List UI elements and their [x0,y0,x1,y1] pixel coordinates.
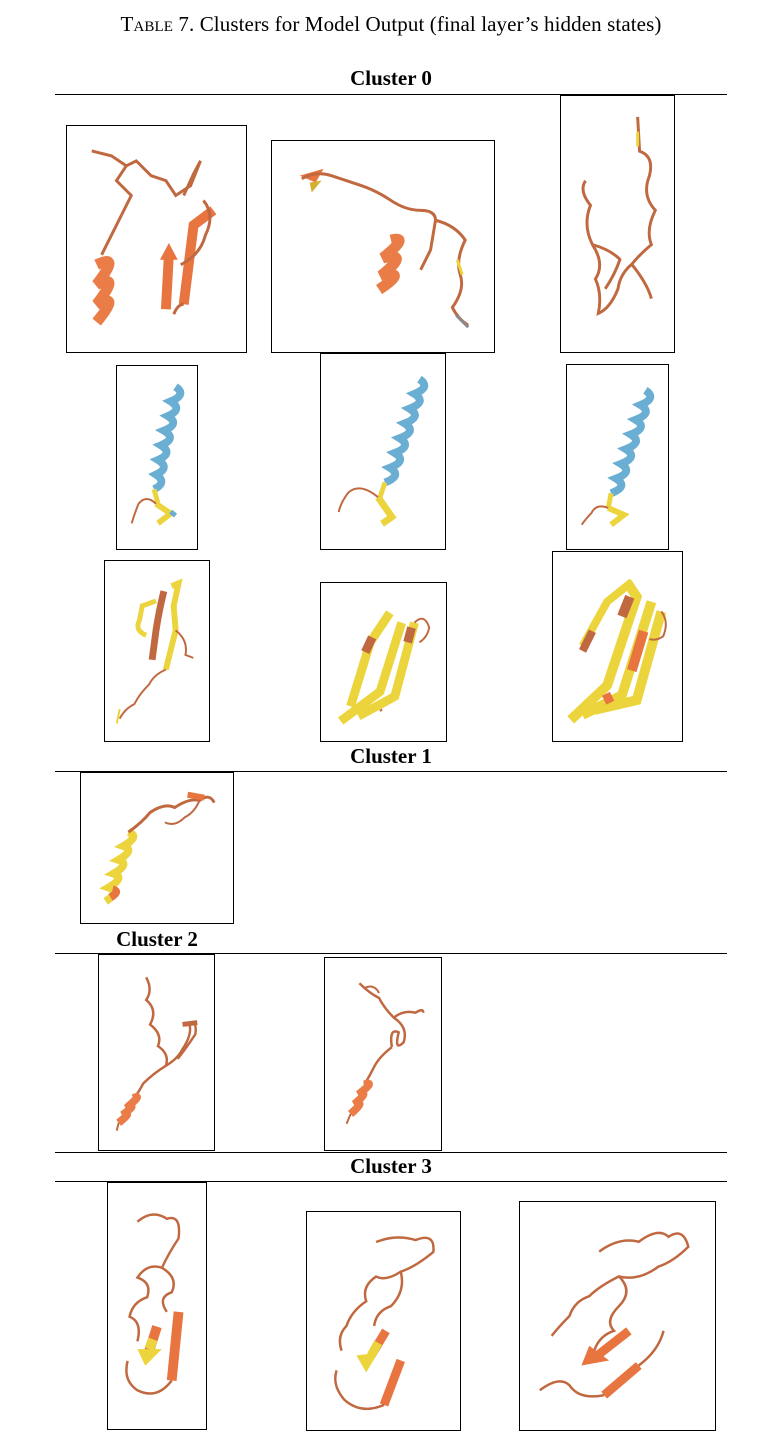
cluster-2-title: Cluster 2 [116,927,198,951]
protein-structure-image [91,149,217,326]
cluster-1-title: Cluster 1 [350,744,432,768]
protein-structure-panel [320,582,447,742]
cluster-1-rule [55,771,727,772]
protein-structure-panel [519,1201,716,1431]
cluster-3-title: Cluster 3 [350,1154,432,1178]
cluster-3-rule-top [55,1152,727,1153]
protein-structure-image [115,578,194,724]
protein-structure-image [345,982,425,1125]
protein-structure-panel [104,560,210,742]
table-caption-text: Clusters for Model Output (final layer’s… [199,12,662,36]
cluster-0-rule [55,94,727,95]
protein-structure-panel [324,957,442,1151]
protein-structure-image [130,383,185,526]
protein-structure-panel [116,365,198,550]
cluster-3-rule [55,1181,727,1182]
protein-structure-image [115,976,198,1131]
protein-structure-panel [66,125,247,353]
protein-structure-image [337,375,429,527]
protein-structure-panel [107,1182,207,1430]
protein-structure-image [581,116,658,316]
protein-structure-image [338,610,431,725]
protein-structure-image [567,578,667,724]
protein-structure-panel [98,954,215,1151]
protein-structure-image [125,1213,184,1395]
protein-structure-image [334,1236,435,1411]
protein-structure-panel [306,1211,461,1431]
protein-structure-panel [80,772,234,924]
protein-structure-panel [560,95,675,353]
protein-structure-panel [552,551,683,742]
table-label: Table 7. [120,12,195,36]
protein-structure-image [99,791,216,905]
protein-structure-panel [566,364,669,550]
protein-structure-panel [271,140,495,353]
cluster-2-rule [55,953,727,954]
table-caption: Table 7. Clusters for Model Output (fina… [0,12,782,37]
cluster-0-title: Cluster 0 [350,66,432,90]
protein-structure-image [539,1231,690,1399]
protein-structure-image [299,168,470,329]
protein-structure-image [580,387,655,527]
protein-structure-panel [320,353,446,550]
